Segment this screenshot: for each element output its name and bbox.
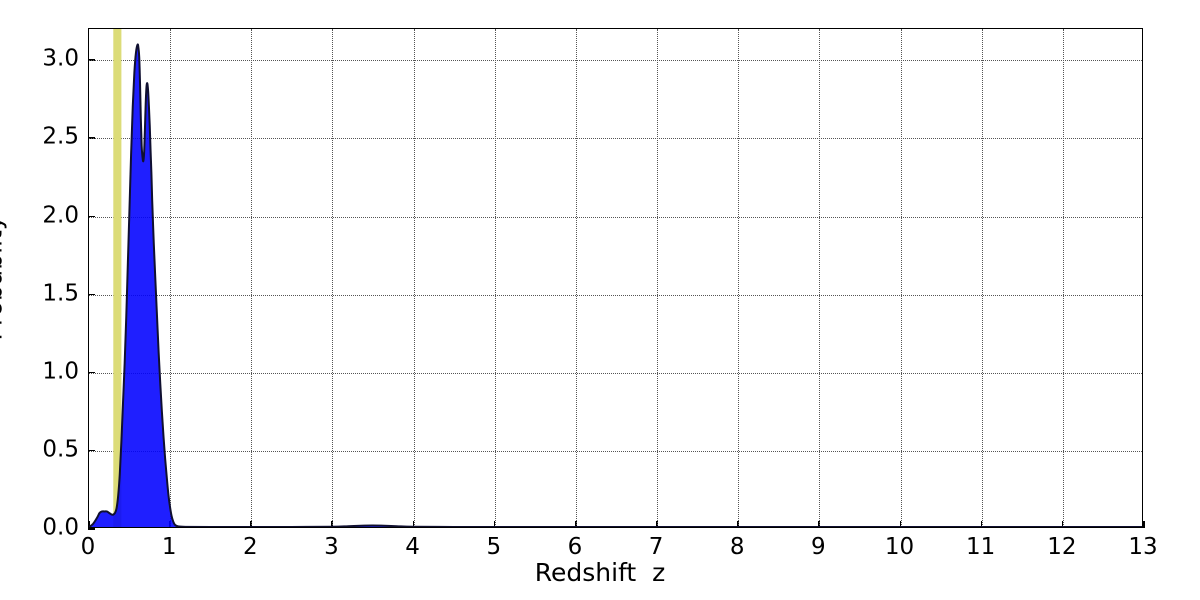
y-tick-label: 3.0	[42, 45, 79, 72]
x-tick-label: 9	[811, 534, 826, 560]
y-tick-label: 2.0	[42, 202, 79, 228]
x-tick-label: 11	[966, 534, 996, 560]
gridline-horizontal	[89, 294, 1142, 296]
gridline-vertical	[332, 29, 334, 527]
grid-layer	[89, 29, 1142, 527]
y-tick-label: 0.0	[42, 514, 79, 541]
spectroscopic-redshift-band	[113, 29, 122, 527]
x-tick-label: 0	[80, 534, 96, 560]
gridline-horizontal	[89, 138, 1142, 140]
x-tick-label: 13	[1128, 534, 1158, 560]
x-tick-label: 10	[884, 534, 915, 560]
gridline-vertical	[981, 29, 983, 527]
gridline-vertical	[900, 29, 902, 527]
pdf-fill	[89, 44, 1142, 527]
x-tick-label: 7	[648, 534, 664, 560]
x-tick-label: 5	[486, 534, 502, 560]
gridline-horizontal	[89, 450, 1142, 452]
gridline-vertical	[170, 29, 172, 527]
plot-area	[88, 28, 1143, 528]
x-axis-label: Redshift z	[534, 558, 666, 587]
gridline-vertical	[657, 29, 659, 527]
gridline-horizontal	[89, 216, 1142, 218]
x-tick-mark	[250, 521, 252, 528]
y-tick-label: 1.0	[42, 358, 79, 385]
gridline-horizontal	[89, 372, 1142, 374]
gridline-vertical	[251, 29, 253, 527]
x-tick-mark	[899, 521, 902, 528]
y-tick-mark	[88, 528, 95, 530]
y-tick-mark	[88, 137, 95, 139]
pdf-outline	[89, 43, 1142, 527]
y-tick-mark	[88, 293, 95, 296]
x-tick-label: 12	[1047, 534, 1077, 560]
y-tick-label: 0.5	[42, 436, 79, 463]
y-tick-mark	[88, 371, 95, 374]
gridline-horizontal	[89, 60, 1142, 62]
x-tick-label: 2	[242, 534, 258, 560]
x-tick-label: 1	[161, 534, 177, 560]
y-tick-label: 2.5	[42, 123, 79, 150]
x-tick-mark	[88, 521, 90, 528]
x-tick-label: 6	[567, 534, 583, 560]
x-tick-mark	[1143, 521, 1145, 528]
x-tick-label: 8	[729, 534, 745, 560]
gridline-vertical	[819, 29, 821, 527]
photometric-redshift-pdf	[89, 43, 1142, 527]
gridline-vertical	[1062, 29, 1064, 527]
pdf-curve-layer	[89, 29, 1142, 527]
spectroscopic-redshift-band	[113, 29, 122, 527]
y-tick-label: 1.5	[42, 280, 79, 307]
gridline-vertical	[494, 29, 496, 527]
x-tick-mark	[737, 521, 739, 528]
gridline-vertical	[738, 29, 740, 527]
x-tick-mark	[493, 521, 496, 528]
x-tick-mark	[656, 521, 658, 528]
y-tick-mark	[88, 215, 95, 218]
x-tick-mark	[818, 521, 820, 528]
x-tick-mark	[412, 521, 415, 528]
spectroscopic-redshift-band-layer	[89, 29, 1142, 527]
gridline-vertical	[575, 29, 577, 527]
y-tick-mark	[88, 449, 95, 452]
x-tick-mark	[574, 521, 577, 528]
x-tick-mark	[980, 521, 983, 528]
y-axis-label: Probablity	[0, 215, 8, 341]
x-tick-mark	[331, 521, 334, 528]
gridline-vertical	[413, 29, 415, 527]
x-tick-label: 4	[405, 534, 420, 560]
y-tick-mark	[88, 59, 95, 61]
x-tick-label: 3	[324, 534, 339, 560]
x-tick-mark	[1061, 521, 1064, 528]
